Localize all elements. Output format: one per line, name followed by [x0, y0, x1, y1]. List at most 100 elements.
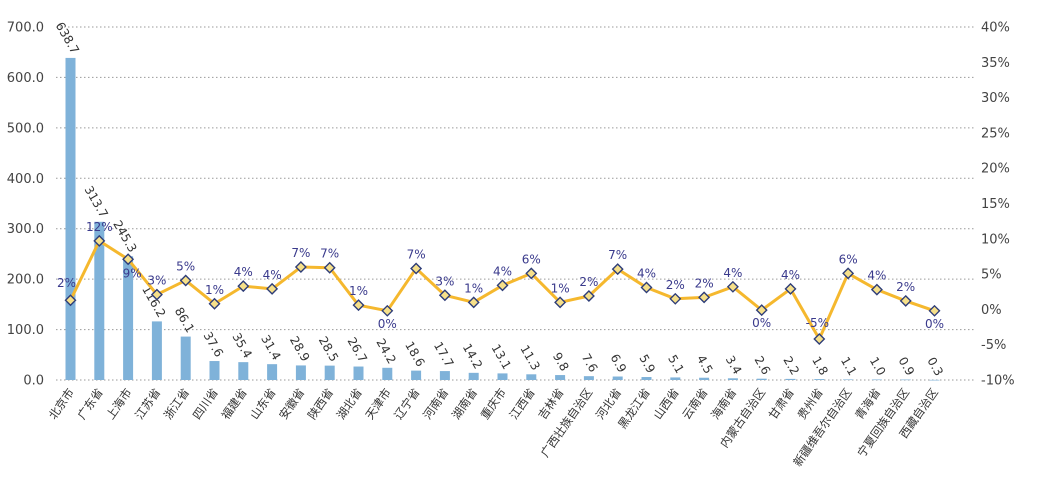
line-value-label: 7% [407, 247, 426, 261]
line-marker [323, 261, 336, 274]
bar-value-label: 638.7 [53, 20, 82, 57]
left-tick-label: 600.0 [7, 71, 44, 86]
right-tick-label: 30% [981, 91, 1010, 106]
bar-value-label: 1.0 [867, 354, 889, 378]
category-label: 安徽省 [276, 386, 307, 422]
bar [756, 378, 767, 380]
line-markers [64, 234, 941, 346]
bar-value-label: 6.9 [608, 351, 630, 375]
bar [583, 376, 594, 380]
right-tick-label: 20% [981, 162, 1010, 177]
line-value-label: 1% [349, 284, 368, 298]
line-value-label: 5% [176, 259, 195, 273]
bar [555, 375, 566, 380]
category-label: 天津市 [363, 386, 394, 422]
bar-value-label: 31.4 [258, 333, 283, 363]
bar [295, 365, 306, 380]
right-tick-label: -10% [981, 374, 1015, 389]
bar-value-label: 0.9 [896, 355, 918, 379]
line-value-label: 4% [723, 266, 742, 280]
bar-value-label: 24.2 [373, 336, 398, 366]
left-tick-label: 500.0 [7, 121, 44, 136]
line-value-label: 0% [752, 316, 771, 330]
bar [670, 377, 681, 380]
bar [180, 336, 191, 380]
bar [238, 362, 249, 380]
bar-value-label: 2.2 [780, 354, 802, 378]
line-value-label: 1% [205, 283, 224, 297]
line-marker [467, 296, 480, 309]
bar [267, 364, 278, 380]
bar-value-label: 35.4 [229, 331, 254, 361]
right-axis-ticks: -10% -5% 0% 5% 10% 15% 20% 25% 30% 35% 40% [981, 21, 1015, 389]
category-labels: 北京市广东省上海市江苏省浙江省四川省福建省山东省安徽省陕西省湖北省天津市辽宁省河… [46, 386, 941, 469]
bar [353, 366, 364, 380]
bar [439, 371, 450, 380]
bar-value-label: 28.9 [287, 334, 312, 364]
bar-series [65, 57, 940, 381]
line-marker [93, 234, 106, 247]
line-value-label: 3% [147, 274, 166, 288]
right-tick-label: 40% [981, 21, 1010, 36]
bar [151, 321, 162, 380]
bar-value-label: 5.1 [665, 352, 687, 376]
line-value-label: 0% [378, 317, 397, 331]
line-marker [150, 288, 163, 301]
line-marker [496, 279, 509, 292]
category-label: 辽宁省 [391, 386, 422, 422]
line-value-label: 7% [320, 247, 339, 261]
line-marker [755, 304, 768, 317]
bar [843, 379, 854, 381]
line-value-label: 6% [522, 252, 541, 266]
bar [900, 379, 911, 381]
line-marker [842, 267, 855, 280]
right-tick-label: 0% [981, 303, 1002, 318]
bar-value-label: 4.5 [694, 353, 716, 377]
left-tick-label: 200.0 [7, 273, 44, 288]
category-label: 陕西省 [305, 386, 336, 422]
bar [497, 373, 508, 380]
category-label: 湖南省 [449, 386, 480, 422]
line-marker [640, 281, 653, 294]
line-value-label: 3% [435, 274, 454, 288]
bar-value-label: 11.3 [517, 343, 542, 373]
bar-value-label: 14.2 [460, 341, 485, 371]
line-value-label: 0% [925, 317, 944, 331]
line-marker [899, 294, 912, 307]
bar [209, 361, 220, 380]
category-label: 重庆市 [478, 386, 509, 422]
line-marker [266, 282, 279, 295]
bar [324, 365, 335, 380]
left-axis-ticks: 0.0 100.0 200.0 300.0 400.0 500.0 600.0 700.0 [7, 21, 44, 389]
line-marker [438, 289, 451, 302]
line-marker [410, 262, 423, 275]
category-label: 四川省 [190, 386, 221, 422]
right-tick-label: 5% [981, 268, 1002, 283]
bar [526, 374, 537, 380]
line-value-label: 4% [263, 268, 282, 282]
category-label: 江苏省 [132, 386, 163, 422]
line-marker [582, 289, 595, 302]
bar [612, 376, 623, 380]
bar [468, 372, 479, 380]
bar-value-label: 313.7 [82, 184, 111, 221]
bar [699, 377, 710, 380]
right-tick-label: -5% [981, 338, 1006, 353]
category-label: 山东省 [247, 386, 278, 422]
bar [929, 379, 940, 381]
line-marker [813, 333, 826, 346]
bar [871, 379, 882, 381]
category-label: 河南省 [420, 386, 451, 422]
category-label: 福建省 [219, 386, 250, 422]
line-marker [726, 280, 739, 293]
line-marker [381, 304, 394, 317]
line-value-label: 7% [608, 248, 627, 262]
bar-value-label: 18.6 [402, 339, 427, 369]
line-marker [784, 282, 797, 295]
line-marker [928, 304, 941, 317]
bar-value-label: 1.8 [809, 354, 831, 378]
gridlines [56, 26, 975, 381]
line-marker [611, 263, 624, 276]
